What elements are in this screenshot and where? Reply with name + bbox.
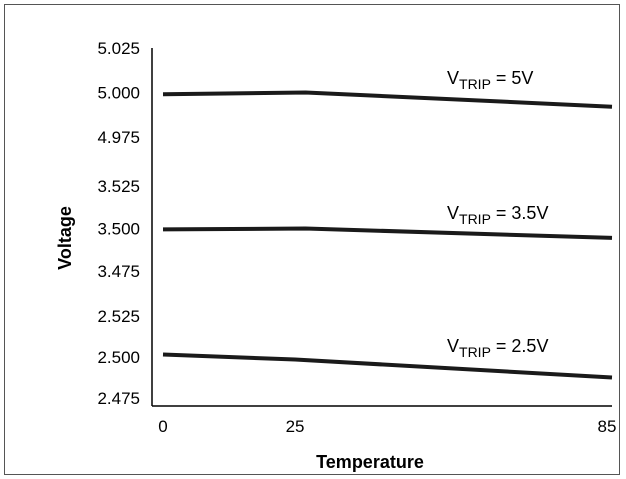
x-tick-labels: 0 25 85 xyxy=(158,417,616,436)
series-label: VTRIP = 3.5V xyxy=(447,203,548,227)
x-axis-title: Temperature xyxy=(316,452,424,472)
series-label: VTRIP = 2.5V xyxy=(447,336,548,360)
series-lines xyxy=(162,90,613,380)
y-tick-label: 3.475 xyxy=(97,262,140,281)
series-line xyxy=(162,352,613,380)
y-axis-title: Voltage xyxy=(55,206,75,270)
y-tick-label: 5.000 xyxy=(97,84,140,103)
y-tick-label: 2.500 xyxy=(97,348,140,367)
y-tick-labels: 5.025 5.000 4.975 3.525 3.500 3.475 2.525 2.500… xyxy=(97,39,140,408)
y-tick-label: 2.475 xyxy=(97,389,140,408)
y-tick-label: 3.525 xyxy=(97,177,140,196)
x-tick-label: 85 xyxy=(598,417,617,436)
x-tick-label: 25 xyxy=(286,417,305,436)
x-tick-label: 0 xyxy=(158,417,167,436)
axes xyxy=(151,48,612,407)
series-label: VTRIP = 5V xyxy=(447,68,533,92)
y-tick-label: 2.525 xyxy=(97,307,140,326)
series-line xyxy=(162,226,613,240)
y-tick-label: 4.975 xyxy=(97,128,140,147)
y-tick-label: 5.025 xyxy=(97,39,140,58)
series-labels: VTRIP = 5V VTRIP = 3.5V VTRIP = 2.5V xyxy=(447,68,548,360)
chart-frame xyxy=(4,4,620,475)
y-tick-label: 3.500 xyxy=(97,220,140,239)
series-line xyxy=(162,90,613,109)
